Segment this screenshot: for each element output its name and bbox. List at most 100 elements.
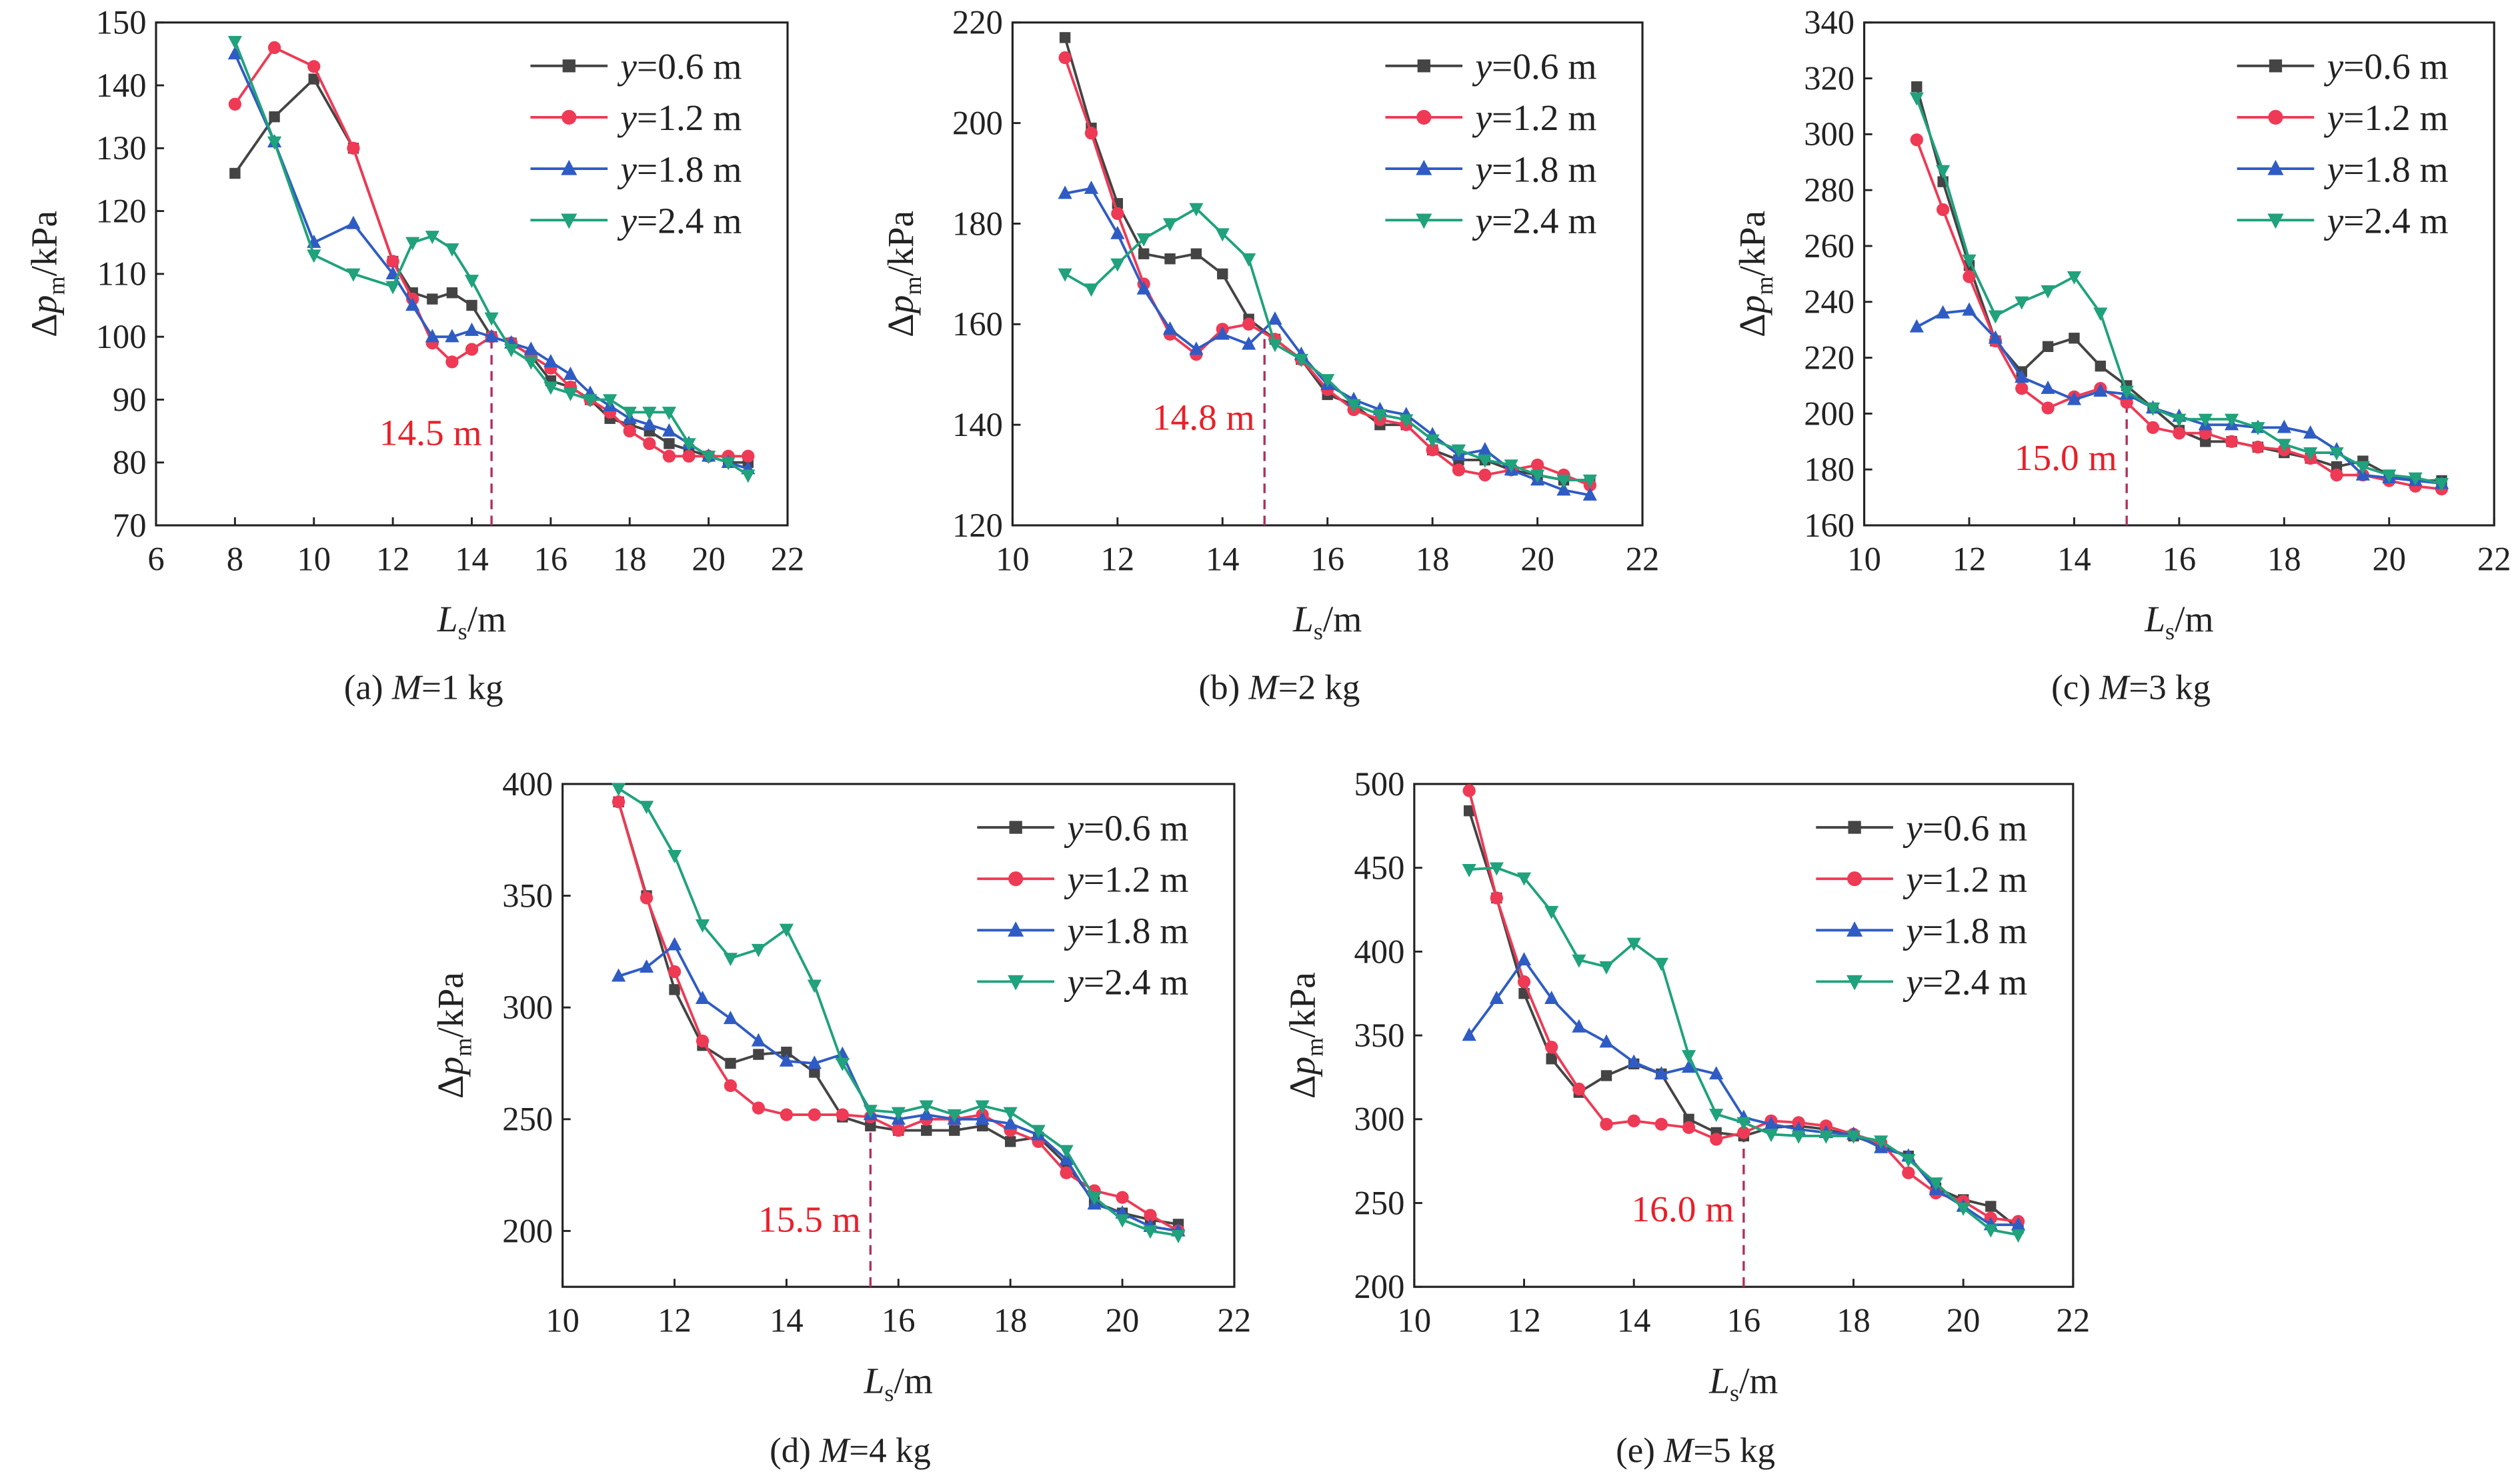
marker-square [669,984,680,995]
variable-span: p [880,295,921,317]
threshold-label: 14.8 m [1152,397,1255,438]
text-span: =0.6 m [2343,46,2448,87]
marker-triangle-down [1556,474,1571,488]
marker-triangle-up [1084,180,1099,194]
marker-triangle-down [1171,1229,1186,1243]
marker-triangle-down [2172,413,2187,427]
legend-label: y=2.4 m [617,200,742,241]
legend: y=0.6 my=1.2 my=1.8 my=2.4 m [1816,807,2027,1003]
marker-triangle-up [1516,952,1532,966]
marker-triangle-down [1626,937,1641,951]
variable-span: y [1903,859,1923,899]
marker-triangle-down [1544,905,1559,919]
marker-square [1417,59,1430,73]
marker-triangle-up [1626,1054,1641,1068]
marker-circle [1084,127,1098,140]
marker-triangle-down [405,237,420,251]
marker-triangle-up [523,341,538,355]
marker-circle [696,1034,710,1048]
y-tick-label: 160 [1804,507,1854,544]
marker-square [865,1120,876,1132]
marker-triangle-down [1530,469,1545,483]
variable-span: L [1708,1360,1730,1401]
text-span: /m [2175,599,2214,639]
marker-triangle-down [346,268,361,282]
marker-triangle-down [947,1109,962,1123]
variable-span: y [617,97,637,138]
marker-triangle-up [1478,442,1492,456]
marker-triangle-down [1087,1191,1102,1205]
variable-span: y [1472,200,1492,241]
text-span: =1.2 m [1084,859,1188,899]
x-tick-label: 16 [2163,540,2197,577]
subscript-span: m [43,276,70,295]
marker-triangle-down [1901,1153,1916,1167]
marker-triangle-down [543,381,558,395]
text-span: Δ [24,313,65,337]
chart-caption: (b) M=2 kg [1198,668,1360,707]
y-tick-label: 130 [96,129,147,167]
marker-circle [2330,468,2343,482]
variable-span: M [819,1431,851,1470]
threshold-label: 15.5 m [758,1199,861,1239]
marker-triangle-down [1846,975,1863,991]
marker-circle [445,355,459,369]
marker-square [1164,253,1176,265]
marker-triangle-down [2011,1229,2026,1243]
legend-item: y=1.2 m [2237,97,2449,138]
y-tick-label: 220 [1804,339,1854,376]
marker-triangle-down [2267,213,2284,229]
marker-triangle-up [2041,380,2055,394]
marker-circle [1937,203,1950,217]
marker-circle [1654,1117,1668,1131]
x-tick-label: 22 [2477,540,2511,577]
marker-triangle-down [1110,258,1125,272]
text-span: /kPa [1732,211,1772,277]
y-tick-label: 350 [1354,1017,1404,1054]
text-span: =1 kg [421,668,503,707]
marker-triangle-down [1215,228,1230,242]
marker-circle [623,424,636,438]
marker-circle [1478,468,1492,482]
marker-triangle-up [1058,185,1072,199]
text-span: =1.8 m [1084,911,1188,951]
y-tick-label: 300 [502,989,553,1026]
marker-square [1190,248,1202,259]
legend-label: y=1.2 m [1903,859,2027,899]
marker-circle [561,109,577,125]
marker-square [308,73,319,85]
subscript-span: s [1730,1379,1739,1406]
marker-triangle-down [1983,1224,1998,1238]
text-span: =0.6 m [637,46,742,87]
legend-label: y=0.6 m [1903,807,2027,848]
text-span: /m [467,599,507,639]
subscript-span: m [1301,1038,1328,1057]
marker-square [2095,360,2107,372]
legend-item: y=0.6 m [530,46,742,87]
text-span: =2.4 m [637,200,742,241]
marker-triangle-up [751,1033,766,1047]
threshold-label: 16.0 m [1631,1189,1734,1229]
threshold-label: 14.5 m [379,412,482,453]
text-span: =0.6 m [1492,46,1596,87]
marker-triangle-up [723,1011,738,1025]
marker-circle [1600,1117,1613,1131]
marker-triangle-down [1736,1117,1751,1131]
x-tick-label: 20 [1520,540,1554,577]
x-tick-label: 12 [658,1302,692,1339]
y-tick-label: 240 [1804,283,1854,321]
marker-circle [1572,1082,1586,1096]
marker-triangle-down [1846,1130,1861,1144]
marker-triangle-up [1136,281,1151,295]
chart-caption: (e) M=5 kg [1616,1431,1775,1470]
text-span: (b) [1198,668,1248,707]
marker-triangle-down [622,407,637,421]
marker-square [1848,821,1861,834]
text-span: =1.8 m [1492,149,1596,189]
marker-square [1463,805,1475,817]
x-axis-label: Ls/m [2144,599,2213,645]
marker-square [1009,821,1022,834]
x-tick-label: 22 [771,540,805,577]
marker-triangle-down [807,979,822,993]
marker-square [1546,1053,1557,1065]
